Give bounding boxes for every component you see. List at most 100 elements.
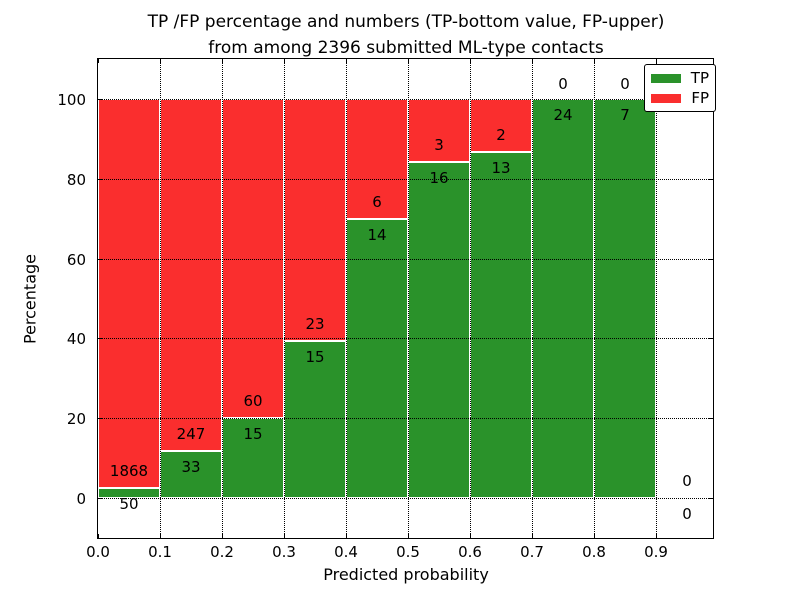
chart-title-line1: TP /FP percentage and numbers (TP-bottom… <box>147 12 665 32</box>
y-tick-label-60: 60 <box>66 250 86 269</box>
x-tick-top <box>160 59 161 63</box>
x-tick-bottom <box>470 534 471 538</box>
chart-title-line2: from among 2396 submitted ML-type contac… <box>208 38 604 58</box>
x-tick-label-0.8: 0.8 <box>582 543 606 561</box>
bar-segment-fp-0.0-0.1 <box>98 99 160 488</box>
tp-count-label-0.2-0.3: 15 <box>243 425 263 444</box>
y-tick-label-100: 100 <box>57 91 86 109</box>
y-tick-left <box>98 338 102 340</box>
h-gridline-20 <box>98 418 713 420</box>
bar-segment-fp-0.5-0.6 <box>408 99 470 162</box>
bar-segment-tp-0.1-0.2 <box>160 450 222 498</box>
bars-layer <box>98 59 713 538</box>
fp-count-label-0.1-0.2: 247 <box>176 424 206 443</box>
grid-layer <box>98 59 713 538</box>
v-gridline-0.3 <box>284 59 285 538</box>
legend: TP FP <box>644 64 716 112</box>
legend-item-tp: TP <box>651 69 709 87</box>
bar-segment-tp-0.6-0.7 <box>470 152 532 498</box>
fp-count-label-0.9-1.0: 0 <box>682 472 692 490</box>
y-tick-left <box>98 418 102 420</box>
tp-count-label-0.8-0.9: 7 <box>620 106 630 124</box>
x-tick-top <box>408 59 409 63</box>
x-tick-top <box>656 59 657 63</box>
plot-area: 1868 50 247 33 60 15 23 15 6 14 3 16 2 13 0 24 0 7 0 0 <box>97 58 714 539</box>
x-tick-top <box>284 59 285 63</box>
y-tick-left <box>98 178 102 180</box>
h-gridline-80 <box>98 178 713 180</box>
bar-segment-tp-0.0-0.1 <box>98 487 160 498</box>
x-tick-bottom <box>222 534 223 538</box>
v-gridline-0.4 <box>346 59 347 538</box>
y-tick-right <box>709 178 713 180</box>
h-gridline-60 <box>98 258 713 260</box>
x-tick-label-0.6: 0.6 <box>458 543 482 561</box>
fp-count-label-0.0-0.1: 1868 <box>109 461 149 480</box>
x-tick-bottom <box>98 534 99 538</box>
x-tick-top <box>532 59 533 63</box>
tp-count-label-0.1-0.2: 33 <box>181 457 201 476</box>
tp-count-label-0.0-0.1: 50 <box>119 494 139 513</box>
y-tick-right <box>709 338 713 340</box>
tp-count-label-0.3-0.4: 15 <box>305 347 325 366</box>
x-tick-label-0.3: 0.3 <box>272 543 296 561</box>
x-tick-label-0.2: 0.2 <box>210 543 234 561</box>
x-tick-top <box>98 59 99 63</box>
y-tick-left <box>98 258 102 260</box>
x-tick-label-0.0: 0.0 <box>86 543 110 561</box>
bar-labels-layer: 1868 50 247 33 60 15 23 15 6 14 3 16 2 13 0 24 0 7 0 0 <box>98 59 713 538</box>
x-tick-label-0.1: 0.1 <box>148 543 172 561</box>
bar-segment-fp-0.4-0.5 <box>346 99 408 219</box>
legend-item-fp: FP <box>651 89 709 107</box>
y-tick-label-20: 20 <box>66 410 86 429</box>
x-tick-bottom <box>594 534 595 538</box>
bar-segment-tp-0.2-0.3 <box>222 418 284 498</box>
x-tick-bottom <box>160 534 161 538</box>
v-gridline-0.5 <box>408 59 409 538</box>
x-tick-bottom <box>408 534 409 538</box>
x-tick-bottom <box>284 534 285 538</box>
legend-label-fp: FP <box>691 89 709 107</box>
tp-count-label-0.6-0.7: 13 <box>491 159 511 178</box>
x-tick-top <box>470 59 471 63</box>
y-tick-label-80: 80 <box>66 170 86 189</box>
x-tick-label-0.5: 0.5 <box>396 543 420 561</box>
v-gridline-0.9 <box>656 59 657 538</box>
v-gridline-0.1 <box>160 59 161 538</box>
x-tick-bottom <box>346 534 347 538</box>
v-gridline-0.7 <box>532 59 533 538</box>
x-tick-bottom <box>532 534 533 538</box>
fp-count-label-0.7-0.8: 0 <box>558 75 568 93</box>
y-tick-right <box>709 418 713 420</box>
y-tick-right <box>709 498 713 499</box>
tp-count-label-0.9-1.0: 0 <box>682 505 692 523</box>
fp-count-label-0.6-0.7: 2 <box>496 126 506 145</box>
fp-count-label-0.2-0.3: 60 <box>243 392 263 411</box>
tp-count-label-0.7-0.8: 24 <box>553 106 573 124</box>
y-tick-label-40: 40 <box>66 330 86 349</box>
h-gridline-100 <box>98 99 713 100</box>
v-gridline-0.8 <box>594 59 595 538</box>
fp-count-label-0.5-0.6: 3 <box>434 136 444 154</box>
h-gridline-0 <box>98 498 713 499</box>
y-tick-left <box>98 498 102 499</box>
h-gridline-40 <box>98 338 713 340</box>
bar-segment-tp-0.3-0.4 <box>284 340 346 498</box>
x-tick-bottom <box>656 534 657 538</box>
bar-segment-fp-0.1-0.2 <box>160 99 222 451</box>
x-axis-label: Predicted probability <box>323 565 489 584</box>
x-tick-label-0.7: 0.7 <box>520 543 544 561</box>
y-tick-right <box>709 258 713 260</box>
x-tick-top <box>346 59 347 63</box>
legend-label-tp: TP <box>690 69 709 87</box>
tp-color-swatch <box>651 73 681 83</box>
v-gridline-0.2 <box>222 59 223 538</box>
fp-count-label-0.4-0.5: 6 <box>372 192 382 211</box>
fp-count-label-0.3-0.4: 23 <box>305 314 325 333</box>
tp-count-label-0.4-0.5: 14 <box>367 225 387 244</box>
v-gridline-0.6 <box>470 59 471 538</box>
tp-count-label-0.5-0.6: 16 <box>429 169 449 187</box>
x-tick-label-0.4: 0.4 <box>334 543 358 561</box>
y-tick-left <box>98 99 102 100</box>
